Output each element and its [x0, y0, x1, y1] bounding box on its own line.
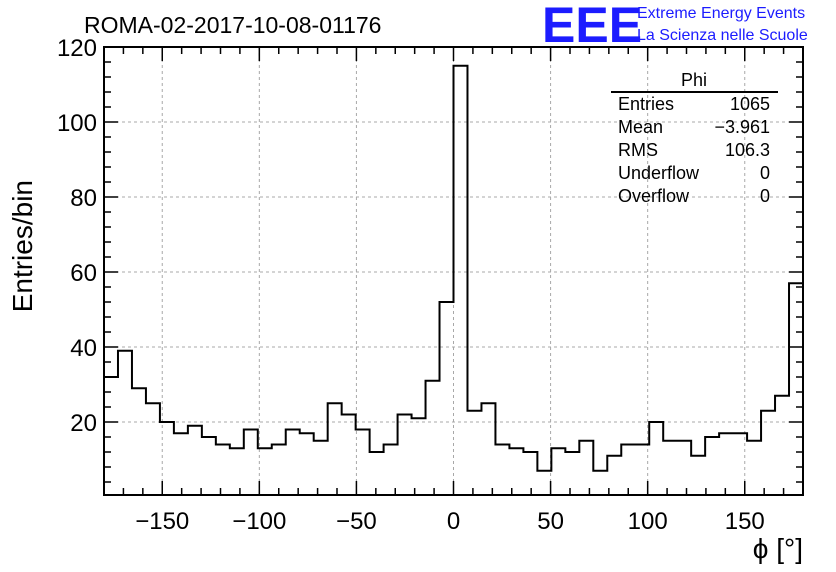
stats-rows: Entries 1065 Mean −3.961 RMS 106.3 Underflow 0 O… — [618, 94, 770, 206]
stats-title: Phi — [681, 70, 707, 90]
stats-value: 0 — [760, 186, 770, 206]
histogram-bin — [705, 437, 719, 495]
x-tick-label: 150 — [725, 508, 765, 535]
histogram-bin — [118, 351, 132, 495]
histogram-bin — [314, 441, 328, 495]
histogram-bin — [272, 445, 286, 496]
histogram-bin — [258, 448, 272, 495]
histogram-bin — [384, 445, 398, 496]
histogram-bin — [132, 388, 146, 495]
x-tick-label: −100 — [232, 508, 286, 535]
y-tick-label: 40 — [70, 335, 97, 362]
histogram-bin — [454, 66, 468, 495]
histogram-bin — [593, 471, 607, 495]
histogram-bin — [300, 433, 314, 495]
histogram-bin — [523, 452, 537, 495]
histogram-bin — [635, 445, 649, 496]
x-tick-label: 50 — [537, 508, 564, 535]
tick-labels: −150 −100 −50 0 50 100 150 20 40 60 80 100 120 — [57, 35, 765, 535]
histogram-bin — [551, 448, 565, 495]
histogram-bin — [328, 403, 342, 495]
histogram-bin — [775, 396, 789, 495]
stats-label: Underflow — [618, 163, 700, 183]
histogram-bin — [761, 411, 775, 495]
histogram-bin — [398, 415, 412, 496]
histogram-bin — [188, 426, 202, 495]
histogram-bin — [789, 283, 803, 495]
histogram-bin — [216, 445, 230, 496]
stats-value: −3.961 — [714, 117, 770, 137]
histogram-bin — [174, 433, 188, 495]
x-tick-label: 100 — [628, 508, 668, 535]
histogram-bin — [342, 415, 356, 496]
stats-value: 0 — [760, 163, 770, 183]
histogram-bin — [104, 377, 118, 495]
histogram-bin — [244, 430, 258, 496]
histogram-bin — [747, 441, 761, 495]
x-tick-label: −50 — [336, 508, 377, 535]
stats-value: 1065 — [730, 94, 770, 114]
histogram-bin — [509, 448, 523, 495]
histogram-bin — [733, 433, 747, 495]
x-axis-label: ϕ [°] — [753, 533, 803, 564]
histogram-bin — [691, 456, 705, 495]
y-tick-label: 80 — [70, 185, 97, 212]
y-tick-label: 20 — [70, 410, 97, 437]
histogram-bin — [607, 456, 621, 495]
histogram-bin — [412, 418, 426, 495]
histogram-bin — [621, 445, 635, 496]
stats-label: Overflow — [618, 186, 690, 206]
stats-label: Mean — [618, 117, 663, 137]
histogram-bin — [537, 471, 551, 495]
histogram-bin — [146, 403, 160, 495]
x-tick-label: −150 — [135, 508, 189, 535]
histogram-bin — [565, 452, 579, 495]
histogram-bin — [649, 422, 663, 495]
histogram-bin — [160, 422, 174, 495]
stats-box: Phi Entries 1065 Mean −3.961 RMS 106.3 Underfl… — [611, 70, 778, 206]
histogram-bin — [663, 441, 677, 495]
eee-logo: EEE Extreme Energy Events La Scienza nel… — [542, 0, 808, 53]
histogram-bin — [481, 403, 495, 495]
histogram-bin — [719, 433, 733, 495]
histogram-bin — [467, 411, 481, 495]
x-tick-label: 0 — [447, 508, 460, 535]
histogram-bin — [440, 302, 454, 495]
histogram-bin — [202, 437, 216, 495]
histogram-bin — [426, 381, 440, 495]
histogram-bin — [230, 448, 244, 495]
plot-frame — [103, 46, 804, 496]
y-tick-label: 100 — [57, 110, 97, 137]
logo-mark: EEE — [542, 0, 642, 53]
y-axis-label: Entries/bin — [7, 180, 38, 312]
histogram-bin — [356, 430, 370, 496]
logo-line-1: Extreme Energy Events — [637, 5, 805, 22]
histogram-bin — [495, 445, 509, 496]
histogram-bin — [579, 441, 593, 495]
histogram-outline — [104, 64, 803, 472]
histogram-bin — [370, 452, 384, 495]
y-tick-label: 120 — [57, 35, 97, 62]
histogram-bin — [286, 430, 300, 496]
chart-title: ROMA-02-2017-10-08-01176 — [84, 12, 381, 38]
stats-label: RMS — [618, 140, 658, 160]
stats-label: Entries — [618, 94, 674, 114]
histogram-bin — [677, 441, 691, 495]
y-tick-label: 60 — [70, 260, 97, 287]
logo-line-2: La Scienza nelle Scuole — [637, 27, 808, 44]
stats-value: 106.3 — [725, 140, 770, 160]
